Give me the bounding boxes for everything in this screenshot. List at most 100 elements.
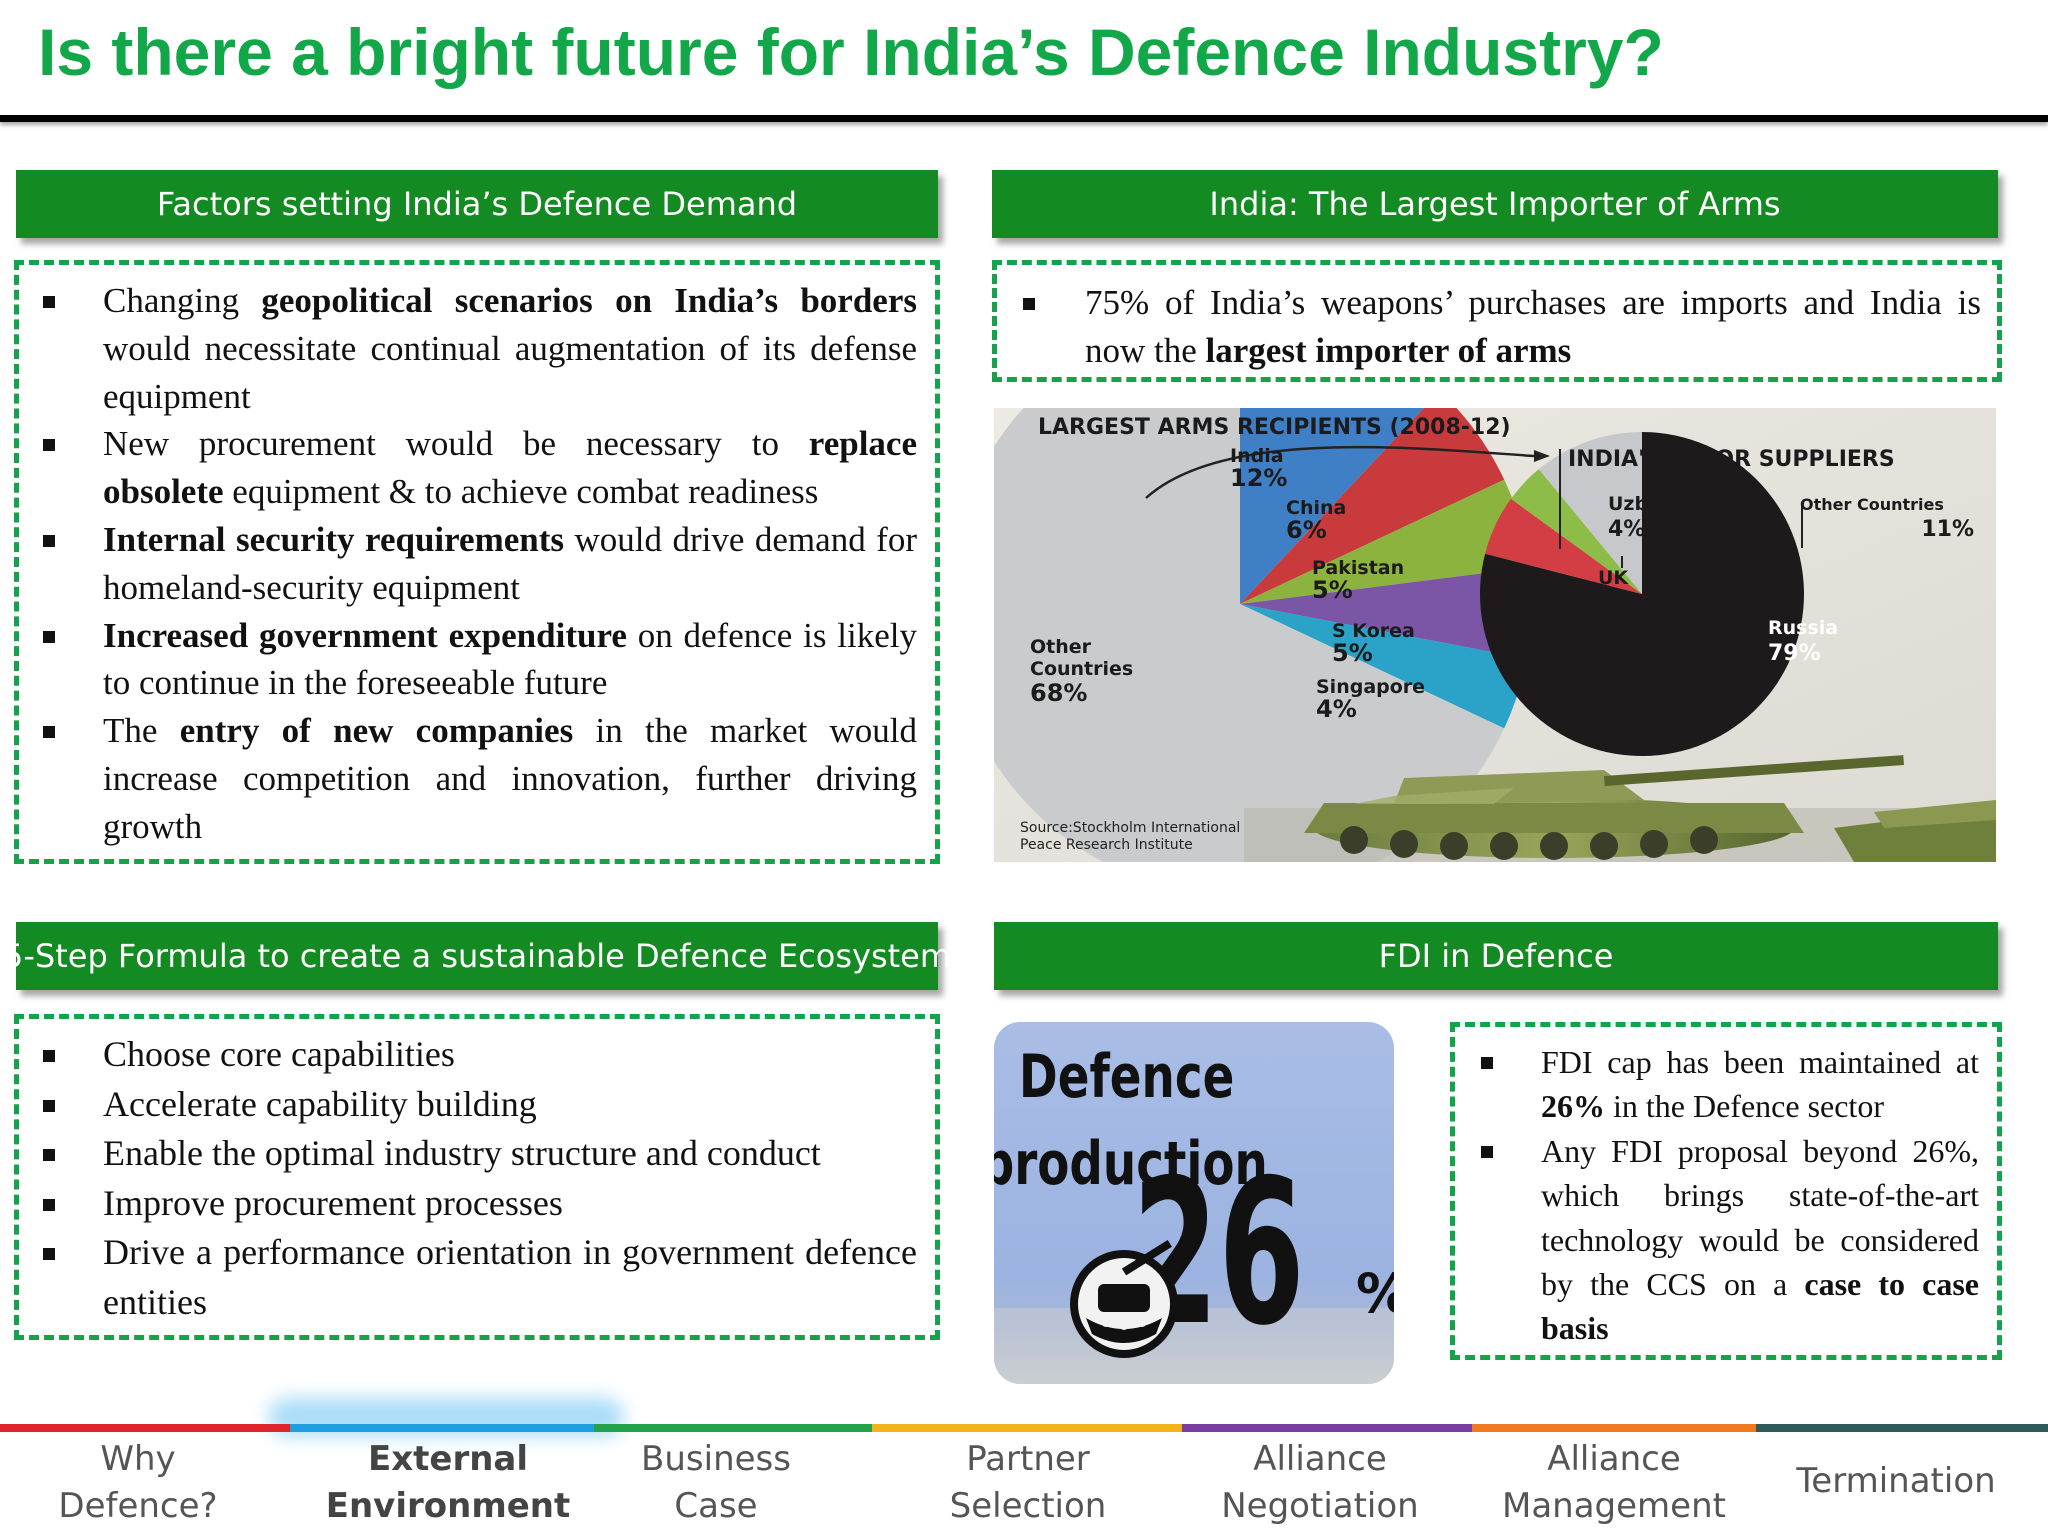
nav-bar-segment [1756,1424,2048,1432]
nav-bar-segment [594,1424,872,1432]
text-run: 75% of India’s weapons’ purchases are im… [1085,283,1981,370]
recipients-label-value: 5% [1312,576,1353,604]
bold-text: 26% [1541,1088,1605,1125]
text-run: The [103,711,180,751]
text-run: Enable the optimal industry structure an… [103,1133,821,1174]
recipients-slice-pakistan [1240,479,1530,604]
steps-header: 5-Step Formula to create a sustainable D… [3,922,951,990]
nav-tab-label: Defence? [58,1486,218,1526]
nav-tab-why-defence[interactable]: Why Defence? [0,1436,288,1530]
recipients-slice-s-korea [1240,567,1532,659]
nav-tab-termination[interactable]: Termination [1746,1458,2046,1505]
bold-text: geopolitical scenarios on India’s border… [261,281,917,320]
suppliers-slice-uzbekistan [1510,469,1642,594]
factors-box: Changing geopolitical scenarios on India… [14,260,940,864]
recipients-label-name: Other [1030,636,1092,658]
text-run: on defence is likely to continue in the … [103,615,917,703]
text-run: equipment & to achieve combat readiness [223,472,819,512]
text-run: Accelerate capability building [103,1083,537,1124]
suppliers-slice-uk [1485,498,1642,594]
nav-tab-label: Environment [325,1486,571,1526]
text-run: in the market would increase competition… [103,711,917,846]
text-run: FDI cap has been maintained at [1541,1044,1979,1080]
nav-bar-segment [872,1424,1182,1432]
bullet-item: Choose core capabilities [19,1030,917,1080]
bold-text: replace obsolete [103,424,917,512]
recipients-label-value: 12% [1230,464,1287,492]
percent-sign: % [1356,1262,1394,1325]
defence-word: Defence [1019,1041,1234,1111]
recipients-label-name: Pakistan [1312,557,1404,579]
bullet-item: Enable the optimal industry structure an… [19,1129,917,1179]
connector-arrow [1145,445,1535,499]
nav-tab-label: Selection [949,1486,1107,1526]
arms-recipients-graphic: LARGEST ARMS RECIPIENTS (2008-12) INDIA'… [994,408,1996,862]
suppliers-pie [1480,432,1804,756]
bullet-item: Accelerate capability building [19,1080,917,1130]
fdi-list: FDI cap has been maintained at 26% in th… [1455,1040,1979,1351]
nav-tab-label: Why [100,1439,176,1479]
nav-bar-segment [290,1424,594,1432]
suppliers-label-name: UK [1598,567,1629,589]
bullet-item: New procurement would be necessary to re… [19,420,917,516]
importer-list: 75% of India’s weapons’ purchases are im… [997,279,1981,375]
bold-text: Increased government expenditure [103,615,627,655]
recipients-label-value: 5% [1332,639,1373,667]
bullet-item: Increased government expenditure on defe… [19,612,917,708]
recipients-label-name: Singapore [1316,676,1425,698]
recipients-pie [994,408,1532,862]
importer-box: 75% of India’s weapons’ purchases are im… [992,260,2002,382]
bold-text: largest importer of arms [1205,331,1572,370]
importer-header: India: The Largest Importer of Arms [992,170,1998,238]
recipients-slice-singapore [1240,604,1527,729]
nav-tab-label: Partner [966,1439,1090,1479]
text-run: New procurement would be necessary to [103,424,809,464]
nav-tab-label: Business [641,1439,791,1479]
nav-tab-external-environment[interactable]: External Environment [298,1436,598,1530]
title-divider [0,115,2048,122]
bullet-item: The entry of new companies in the market… [19,707,917,850]
nav-tab-label: Management [1502,1486,1726,1526]
nav-tab-label: Termination [1796,1461,1996,1501]
bullet-item: Drive a performance orientation in gover… [19,1228,917,1327]
text-run: Drive a performance orientation in gover… [103,1232,917,1322]
source-line-1: Source:Stockholm International [1020,820,1240,836]
recipients-label-name: S Korea [1332,620,1415,642]
text-run: Improve procurement processes [103,1182,563,1223]
text-run: would drive demand for homeland-security… [103,519,917,607]
recipients-label-name: Countries [1030,658,1133,680]
arms-graphic-title: LARGEST ARMS RECIPIENTS (2008-12) [1038,415,1511,440]
recipients-label-value: 6% [1286,516,1327,544]
production-word: production [994,1128,1268,1198]
nav-bar-segment [1472,1424,1756,1432]
nav-tab-alliance-management[interactable]: Alliance Management [1464,1436,1764,1530]
nav-tab-label: Alliance [1547,1439,1681,1479]
tank-badge-icon [1070,1239,1178,1358]
nav-tab-partner-selection[interactable]: Partner Selection [878,1436,1178,1530]
recipients-label-name: China [1286,497,1346,519]
recipients-label-value: 68% [1030,679,1087,707]
bold-text: Internal security requirements [103,519,565,559]
steps-list: Choose core capabilities Accelerate capab… [19,1030,917,1328]
recipients-label-value: 4% [1316,695,1357,723]
nav-tab-alliance-negotiation[interactable]: Alliance Negotiation [1170,1436,1470,1530]
nav-tab-label: Alliance [1253,1439,1387,1479]
suppliers-label-value: 79% [1768,641,1821,666]
text-run: Choose core capabilities [103,1034,455,1074]
factors-header: Factors setting India’s Defence Demand [16,170,938,238]
tank-illustration [1244,755,1996,862]
text-run: in the Defence sector [1605,1088,1884,1125]
recipients-slice-india [1240,408,1425,604]
suppliers-label-name: Uzbekistan [1608,493,1727,515]
recipients-label-name: India [1230,445,1284,467]
nav-tab-business-case[interactable]: Business Case [566,1436,866,1530]
suppliers-label-value: 11% [1921,517,1974,542]
text-run: Changing [103,281,262,320]
bullet-item: FDI cap has been maintained at 26% in th… [1455,1040,1979,1129]
bullet-item: Any FDI proposal beyond 26%, which bring… [1455,1129,1979,1351]
nav-tab-label: Negotiation [1221,1486,1419,1526]
factors-list: Changing geopolitical scenarios on India… [19,277,917,851]
arms-graphic-subtitle: INDIA'S MAJOR SUPPLIERS [1568,447,1895,472]
